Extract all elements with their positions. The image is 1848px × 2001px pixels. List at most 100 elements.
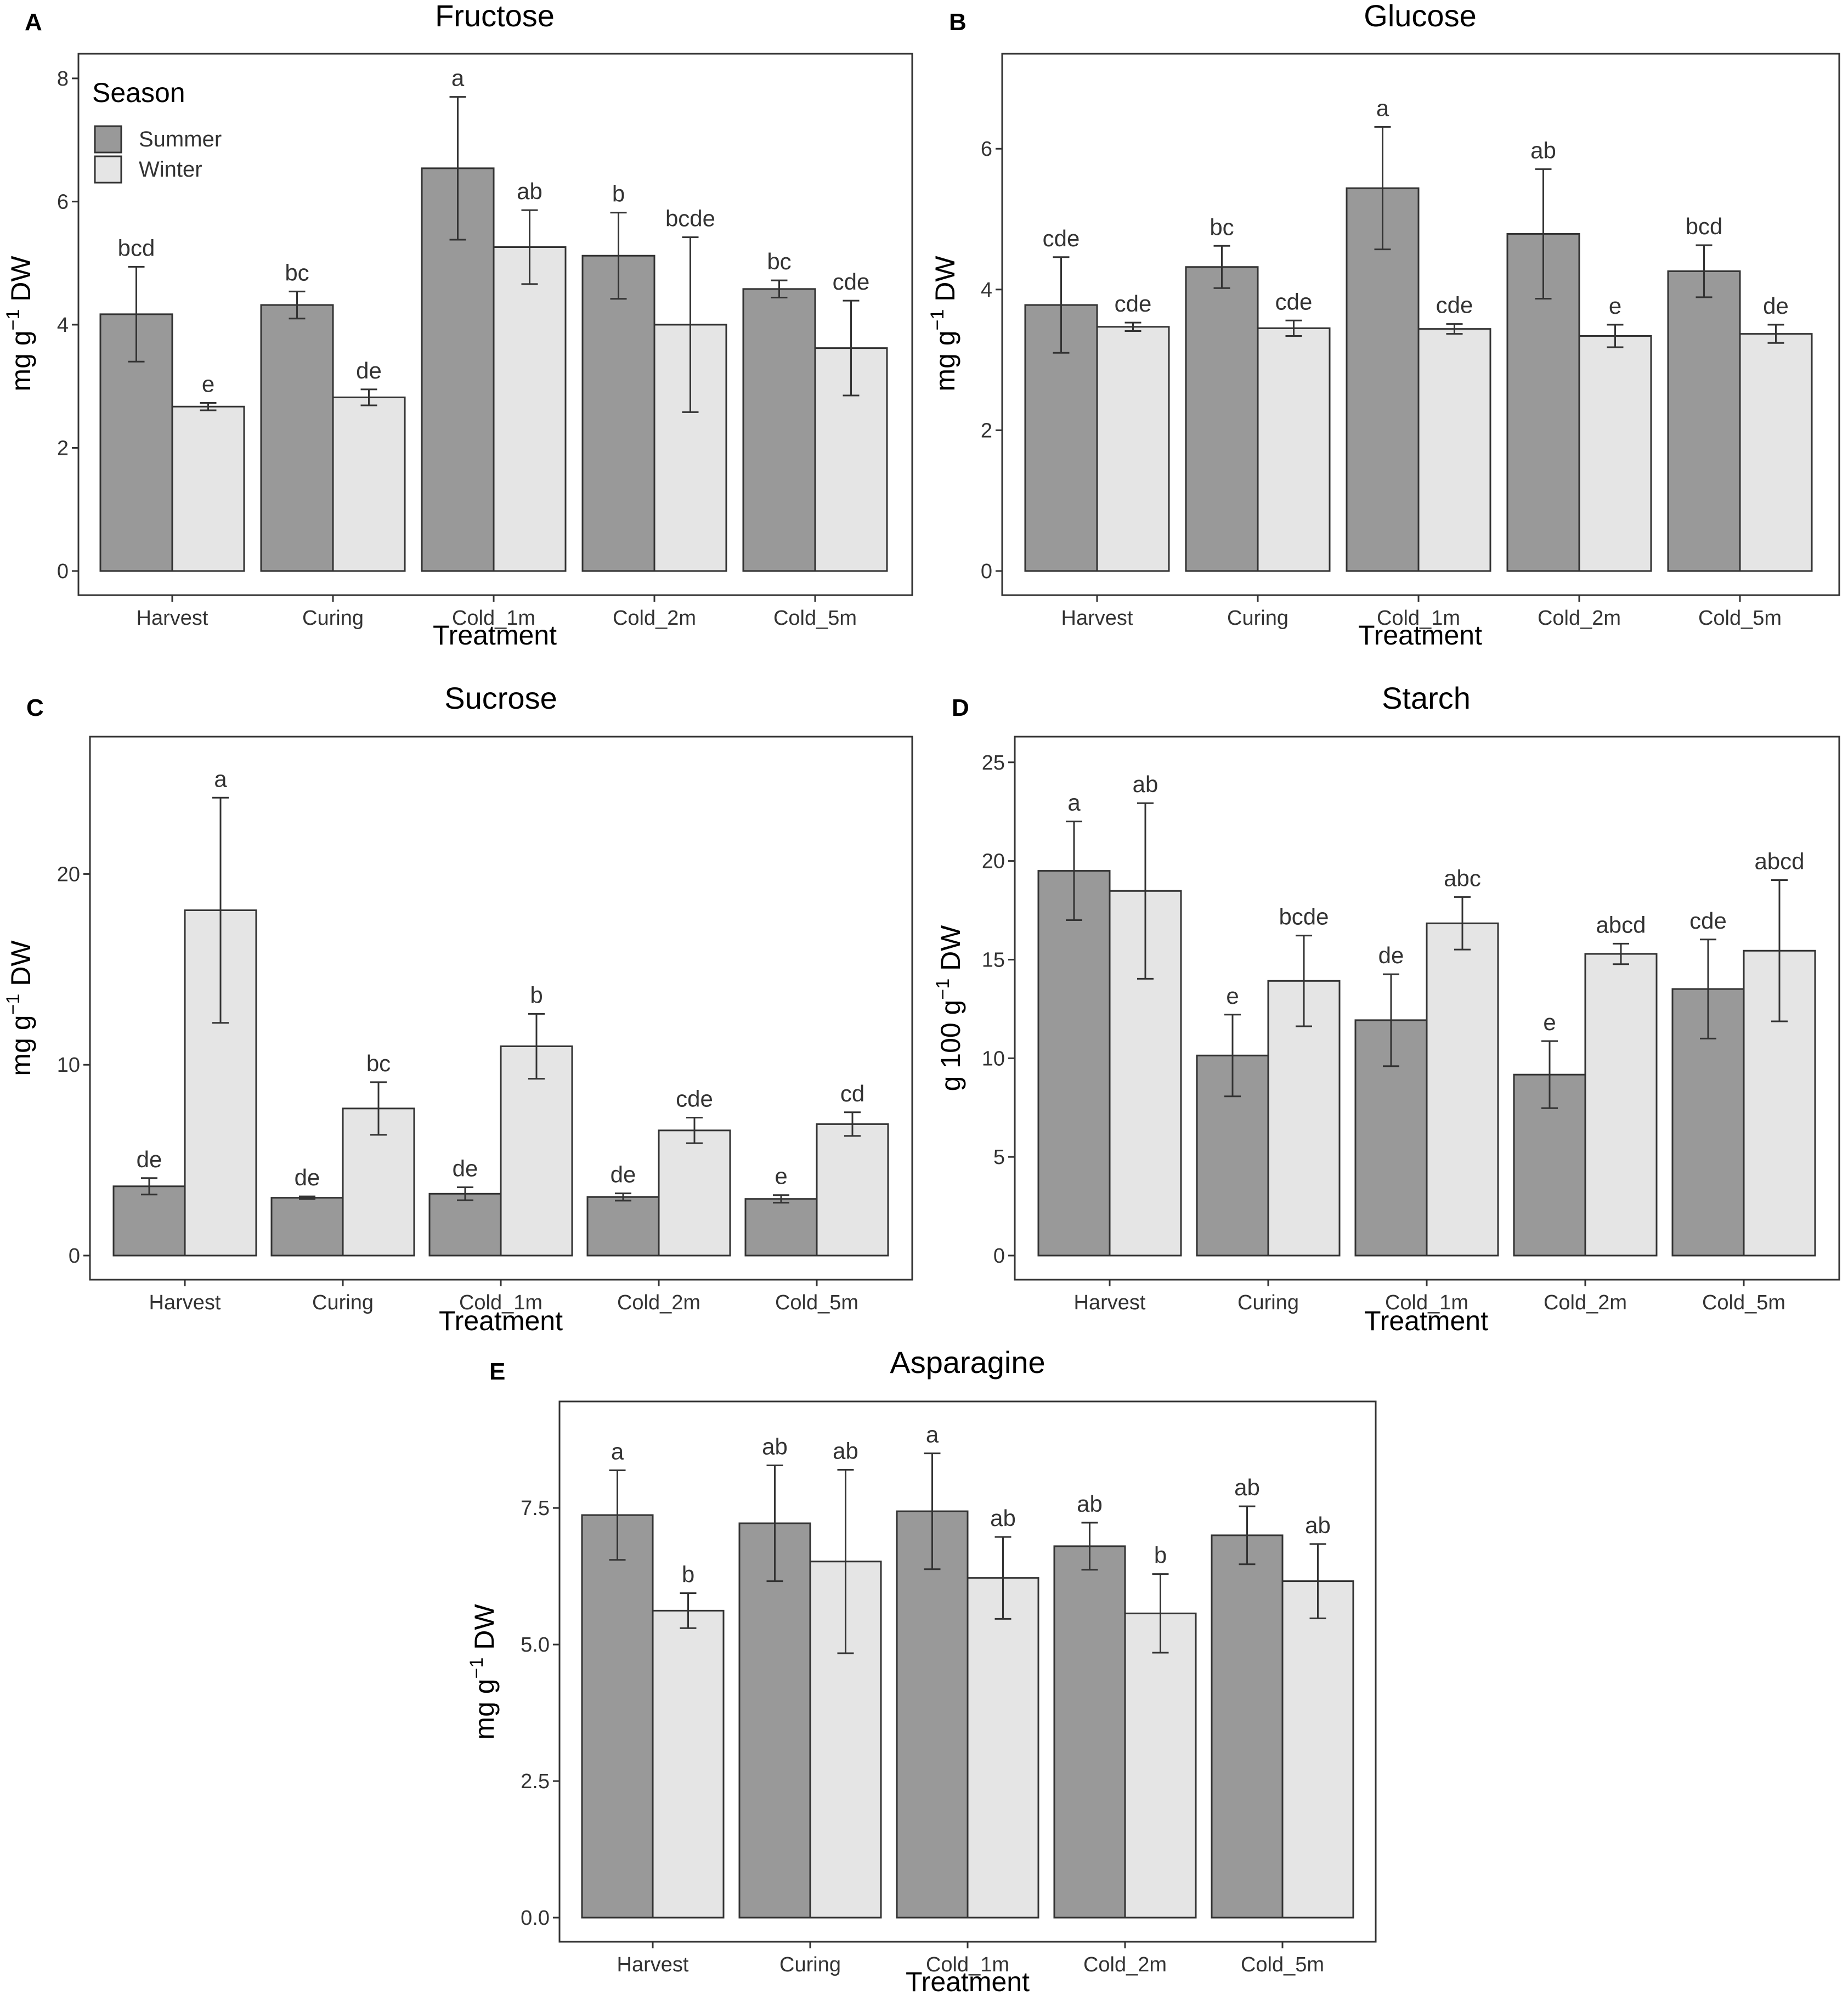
- significance-letter: cde: [1043, 225, 1080, 251]
- bar-winter: [967, 1577, 1039, 1919]
- legend: Season Summer Winter: [92, 77, 222, 184]
- y-axis-label: mg g−1 DW: [3, 940, 36, 1076]
- y-tick-label: 0: [57, 560, 69, 583]
- significance-letter: a: [926, 1422, 939, 1448]
- y-axis-label-tail: DW: [935, 925, 966, 979]
- x-tick-label: Harvest: [617, 1953, 689, 1976]
- significance-letter: de: [453, 1155, 478, 1181]
- bar-summer: [1346, 187, 1420, 572]
- panel-letter: A: [25, 9, 42, 36]
- bar-winter: [816, 1123, 889, 1257]
- bar-summer: [1037, 870, 1111, 1257]
- significance-letter: a: [1067, 790, 1081, 816]
- bar-summer: [742, 288, 816, 572]
- bar-winter: [493, 246, 567, 572]
- significance-letter: de: [295, 1165, 320, 1190]
- y-axis-label-main: g 100 g: [935, 1000, 966, 1092]
- y-tick-label: 20: [57, 863, 80, 886]
- significance-letter: b: [682, 1562, 694, 1587]
- y-tick-label: 5.0: [521, 1633, 550, 1657]
- significance-letter: bcd: [118, 235, 155, 261]
- significance-letter: cd: [840, 1081, 864, 1106]
- y-axis-label-tail: DW: [930, 256, 960, 309]
- bar-summer: [1053, 1545, 1126, 1919]
- bar-summer: [1185, 266, 1259, 572]
- panel-a: A Fructose 0 2 4 6 8 mg g−1 DW Treatment Harvest b…: [3, 0, 913, 651]
- x-axis-label: Treatment: [906, 1966, 1030, 1997]
- y-tick-label: 7.5: [521, 1497, 550, 1520]
- y-axis-label-tail: DW: [5, 256, 36, 309]
- x-tick-label: Harvest: [1061, 607, 1133, 630]
- bar-winter: [658, 1129, 731, 1257]
- significance-letter: a: [451, 65, 465, 91]
- significance-letter: e: [775, 1163, 787, 1189]
- panel-letter: C: [26, 694, 44, 721]
- x-tick-label: Cold_1m: [452, 607, 535, 630]
- bar-winter: [1096, 326, 1170, 572]
- significance-letter: e: [1226, 983, 1239, 1009]
- y-tick-label: 0: [69, 1245, 80, 1268]
- significance-letter: a: [611, 1438, 624, 1464]
- panel-d: D Starch 0 5 10 15 20 25 g 100 g−1 DW Treatment Ha…: [933, 681, 1840, 1336]
- bar-summer: [1211, 1534, 1284, 1919]
- panel-letter: D: [952, 694, 969, 721]
- significance-letter: ab: [1305, 1512, 1331, 1538]
- y-tick-label: 15: [982, 948, 1005, 971]
- y-axis-label-tail: DW: [469, 1604, 500, 1658]
- x-tick-label: Cold_5m: [1241, 1953, 1324, 1976]
- panel-e: E Asparagine 0.0 2.5 5.0 7.5 mg g−1 DW Treatmen…: [466, 1345, 1377, 1997]
- y-axis-label-superscript: −1: [933, 979, 953, 1000]
- y-axis-label-superscript: −1: [927, 309, 948, 331]
- significance-letter: cde: [1275, 289, 1313, 314]
- y-tick-label: 5: [993, 1146, 1005, 1169]
- panel-c: C Sucrose 0 10 20 mg g−1 DW Treatment Harvest de…: [3, 681, 913, 1336]
- significance-letter: e: [202, 371, 214, 397]
- legend-swatch-winter: [94, 155, 122, 184]
- chart-title: Sucrose: [444, 681, 557, 715]
- bar-winter: [1124, 1612, 1197, 1919]
- y-axis-label-main: mg g: [5, 330, 36, 391]
- significance-letter: cde: [833, 269, 870, 295]
- chart-title: Starch: [1382, 681, 1471, 715]
- significance-letter: b: [612, 181, 625, 207]
- significance-letter: ab: [1133, 771, 1158, 797]
- y-tick-label: 10: [982, 1047, 1005, 1070]
- x-axis-label: Treatment: [433, 620, 557, 651]
- y-tick-label: 2: [981, 419, 992, 442]
- bar-summer: [428, 1192, 502, 1257]
- bar-summer: [112, 1185, 186, 1257]
- x-tick-label: Cold_1m: [459, 1291, 542, 1314]
- bar-summer: [744, 1198, 818, 1257]
- legend-label-winter: Winter: [139, 157, 202, 182]
- x-tick-label: Cold_5m: [773, 607, 857, 630]
- bar-summer: [270, 1197, 344, 1257]
- bar-winter: [1739, 333, 1813, 572]
- y-axis-label-main: mg g: [930, 330, 960, 391]
- bar-summer: [1667, 270, 1741, 572]
- significance-letter: ab: [1530, 137, 1556, 163]
- chart-title: Glucose: [1364, 0, 1476, 33]
- x-tick-label: Harvest: [149, 1291, 221, 1314]
- y-tick-label: 0: [981, 560, 992, 583]
- bar-winter: [1109, 890, 1182, 1257]
- significance-letter: abcd: [1596, 912, 1646, 937]
- y-tick-label: 2.5: [521, 1770, 550, 1793]
- bar-winter: [1584, 953, 1658, 1257]
- significance-letter: ab: [833, 1438, 858, 1463]
- panel-b: B Glucose 0 2 4 6 mg g−1 DW Treatment Harvest cde…: [927, 0, 1840, 651]
- x-tick-label: Harvest: [137, 607, 208, 630]
- y-axis-label-tail: DW: [5, 940, 36, 994]
- bar-summer: [581, 255, 655, 572]
- bar-winter: [1426, 922, 1499, 1257]
- plot-frame: [1001, 53, 1840, 596]
- significance-letter: abc: [1444, 865, 1481, 891]
- panel-letter: E: [489, 1358, 505, 1385]
- chart-title: Fructose: [435, 0, 555, 33]
- y-axis-label: mg g−1 DW: [927, 256, 960, 392]
- significance-letter: a: [1376, 95, 1389, 121]
- significance-letter: bcde: [665, 206, 715, 231]
- bar-winter: [171, 405, 245, 572]
- x-tick-label: Cold_2m: [1083, 1953, 1167, 1976]
- bar-summer: [586, 1196, 660, 1257]
